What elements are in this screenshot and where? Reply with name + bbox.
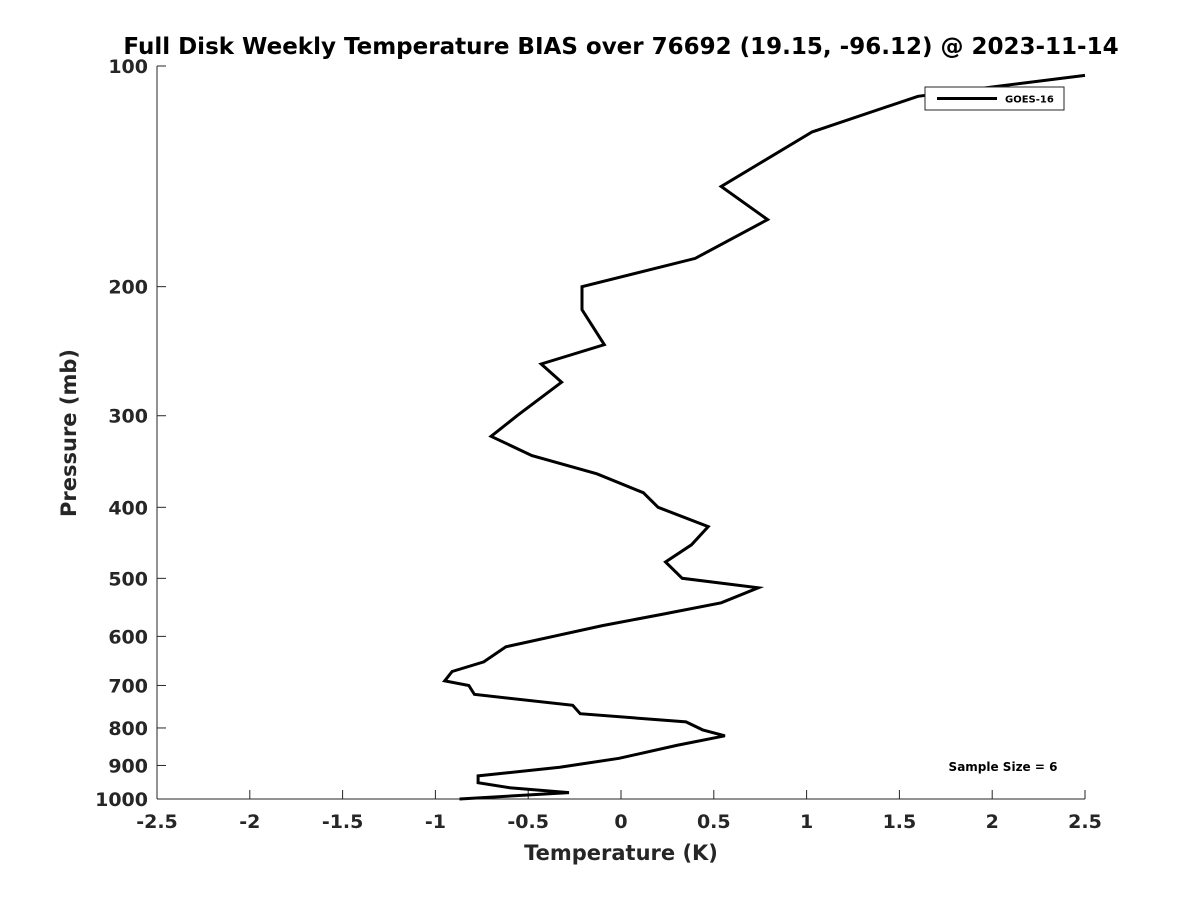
x-tick-label: -2 bbox=[239, 811, 260, 833]
legend: GOES-16 bbox=[924, 86, 1065, 111]
x-tick-label: 0.5 bbox=[697, 811, 731, 833]
y-tick-label: 400 bbox=[108, 497, 148, 519]
x-tick-label: -2.5 bbox=[136, 811, 178, 833]
y-tick-label: 700 bbox=[108, 675, 148, 697]
y-tick-label: 500 bbox=[108, 568, 148, 590]
x-axis-label: Temperature (K) bbox=[524, 841, 718, 865]
y-tick-label: 900 bbox=[108, 755, 148, 777]
y-tick-label: 800 bbox=[108, 718, 148, 740]
x-tick-label: 1.5 bbox=[883, 811, 917, 833]
chart-title: Full Disk Weekly Temperature BIAS over 7… bbox=[123, 34, 1118, 60]
y-tick-label: 1000 bbox=[95, 789, 148, 811]
plot-area bbox=[157, 66, 1085, 799]
x-tick-label: 2.5 bbox=[1068, 811, 1102, 833]
x-tick-label: -0.5 bbox=[507, 811, 549, 833]
ticks: -2.5 -2 -1.5 -1 -0.5 0 0.5 1 1.5 2 2.5 100 200 300 400… bbox=[95, 56, 1102, 833]
x-tick-label: -1.5 bbox=[322, 811, 364, 833]
y-tick-label: 100 bbox=[108, 56, 148, 78]
x-tick-label: 2 bbox=[986, 811, 999, 833]
y-tick-label: 300 bbox=[108, 406, 148, 428]
x-tick-label: 1 bbox=[800, 811, 813, 833]
legend-label: GOES-16 bbox=[1005, 95, 1054, 106]
series-layer bbox=[441, 73, 1086, 801]
sample-size-annotation: Sample Size = 6 bbox=[949, 760, 1058, 774]
series-line-goes-16 bbox=[441, 73, 1086, 801]
x-tick-label: 0 bbox=[614, 811, 627, 833]
x-tick-label: -1 bbox=[425, 811, 446, 833]
y-axis-label: Pressure (mb) bbox=[57, 349, 81, 517]
y-tick-label: 200 bbox=[108, 277, 148, 299]
y-tick-label: 600 bbox=[108, 626, 148, 648]
